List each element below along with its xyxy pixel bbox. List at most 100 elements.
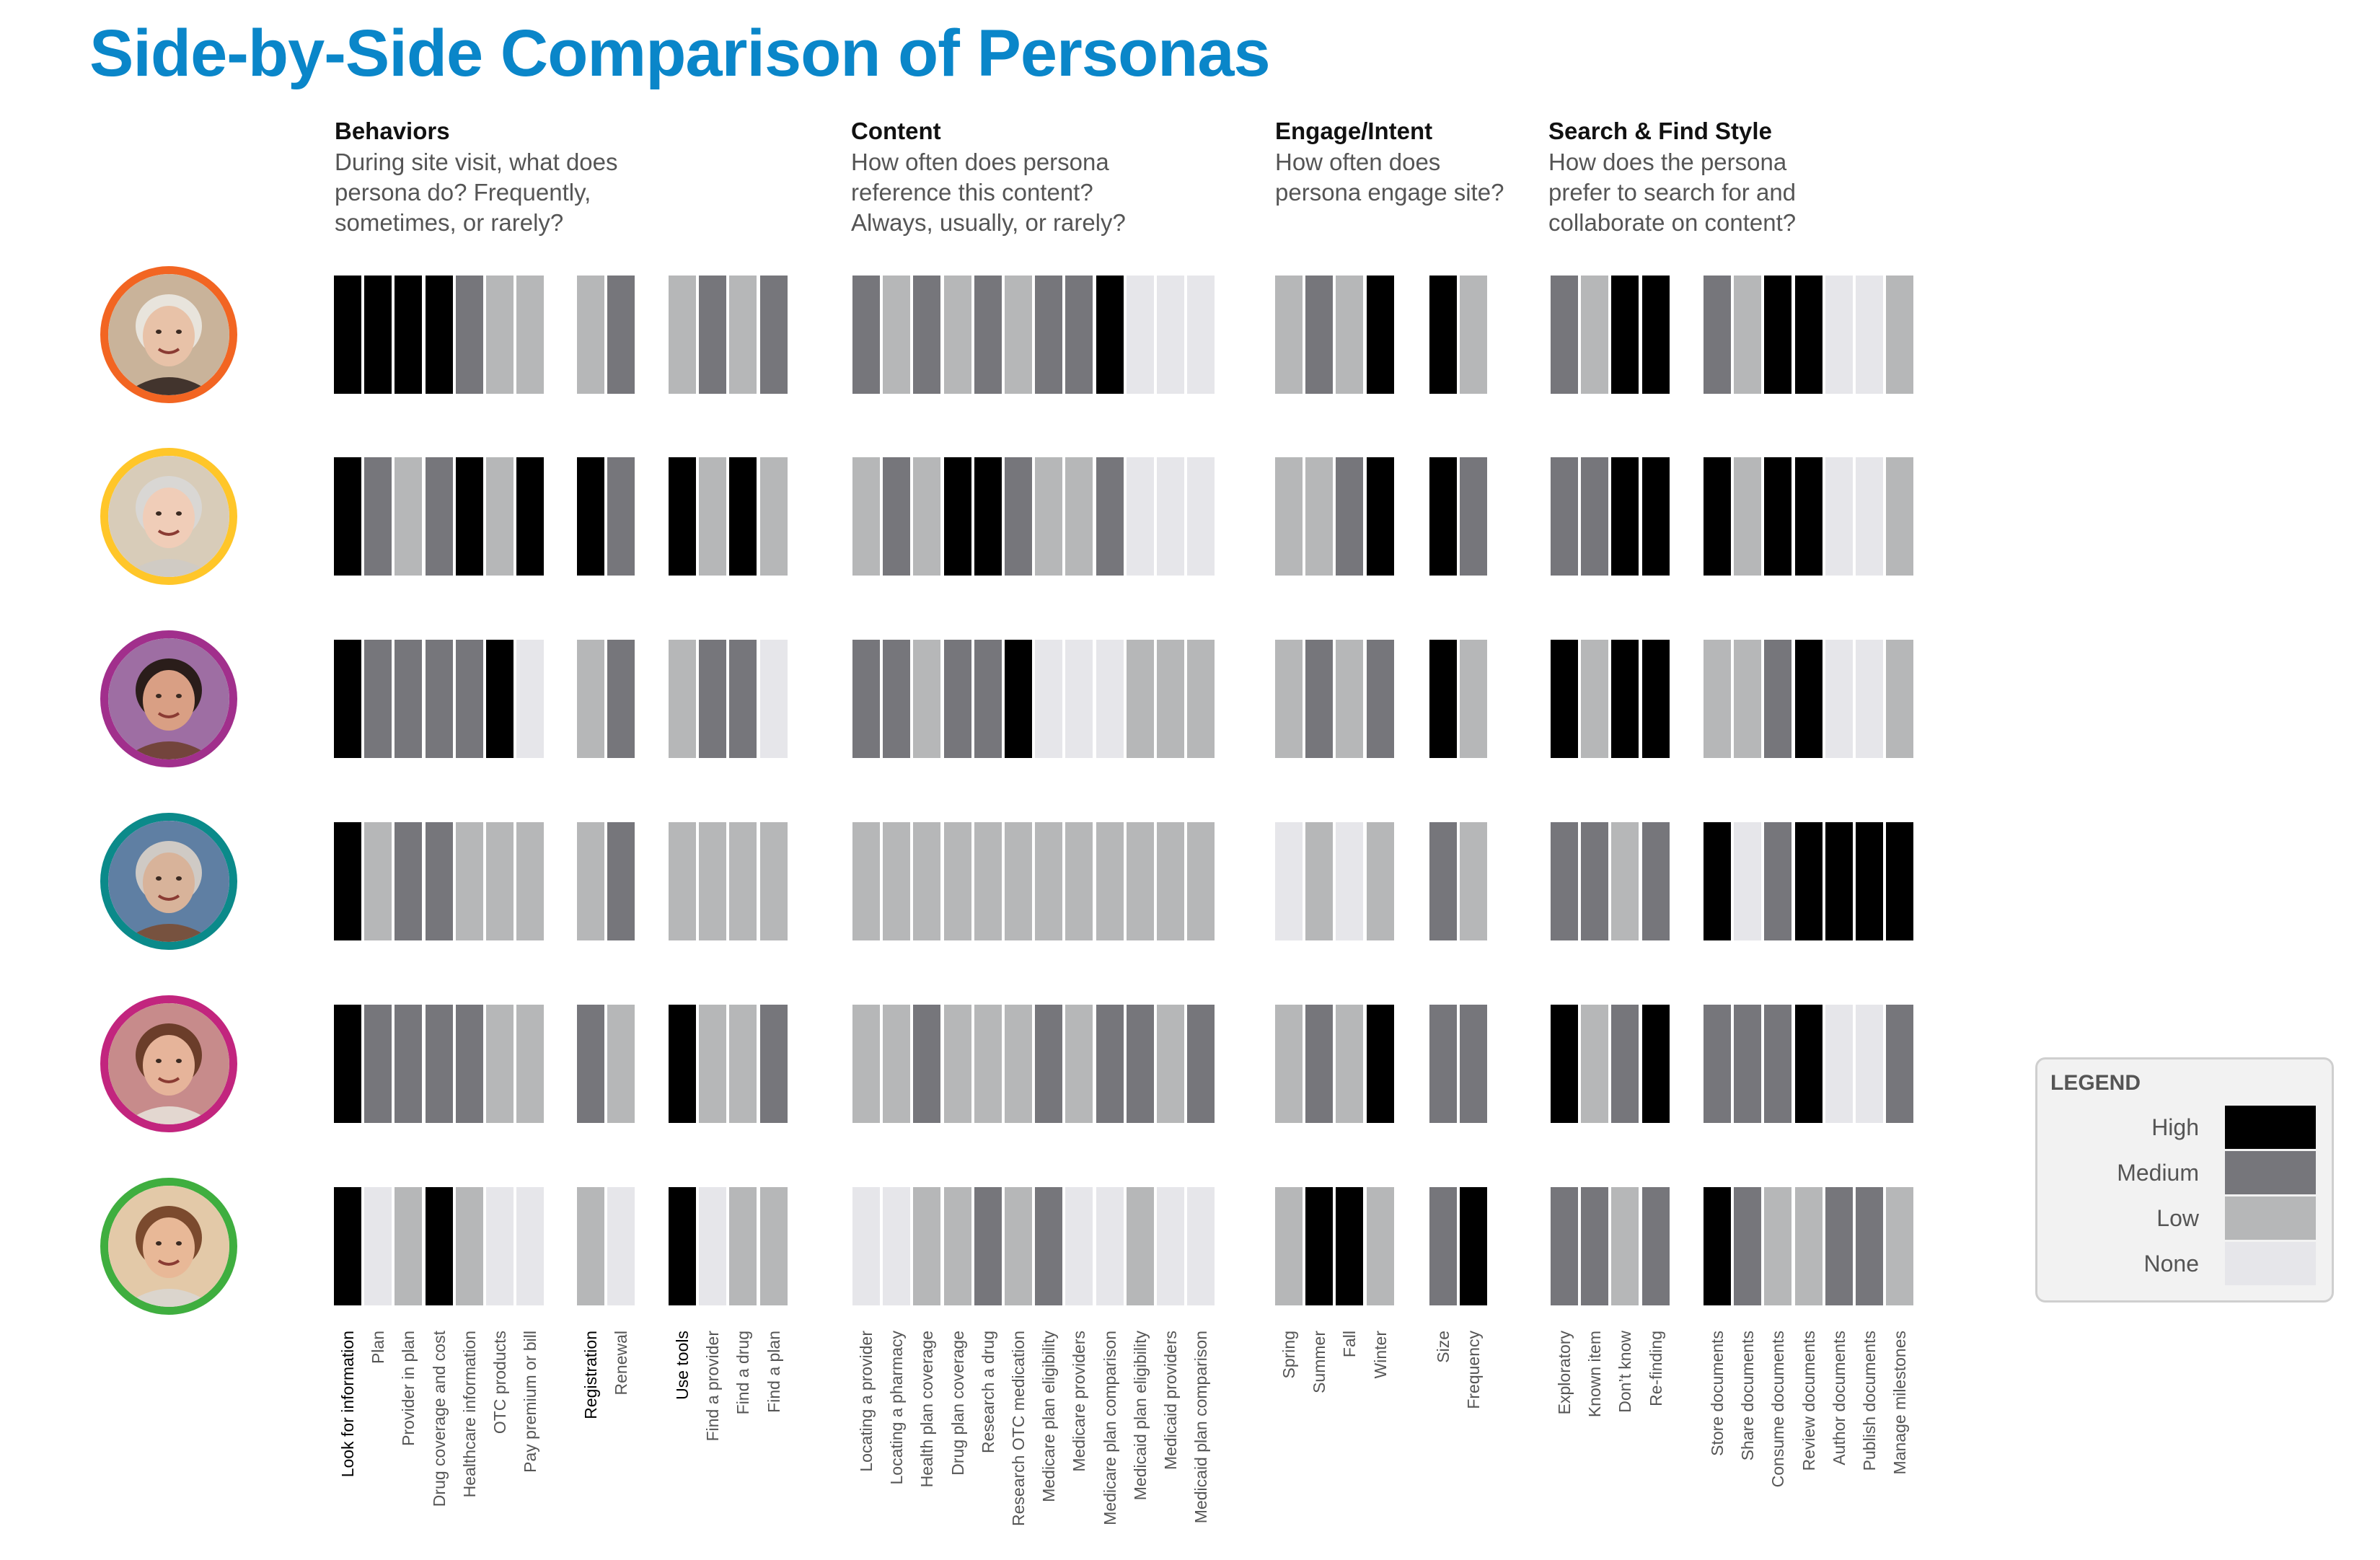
section-behaviors-header: Behaviors During site visit, what does p… [335,115,618,238]
rating-cell-medium [943,640,971,758]
rating-cell-low [1035,822,1063,940]
column-label-summer: Summer [1310,1331,1329,1393]
rating-cell-low [1126,822,1154,940]
rating-cell-low [577,1187,604,1305]
rating-cell-high [1366,276,1394,394]
rating-cell-medium [852,640,880,758]
rating-cell-high [425,1187,453,1305]
column-label-drug-plan-coverage: Drug plan coverage [948,1331,967,1476]
rating-cell-low [455,822,483,940]
rating-cell-low [395,1187,423,1305]
rating-cell-medium [974,276,1002,394]
rating-cell-medium [1581,822,1609,940]
rating-cell-medium [577,1005,604,1123]
rating-cell-high [1794,822,1823,940]
persona-avatar-6 [100,1178,237,1315]
rating-cell-low [1794,1187,1823,1305]
legend-item-none: None [2037,1242,2336,1285]
rating-cell-low [1886,457,1914,576]
rating-cell-high [1611,640,1639,758]
rating-cell-medium [1764,640,1792,758]
rating-cell-none [1825,276,1853,394]
rating-cell-low [1734,276,1762,394]
rating-cell-low [1065,457,1093,576]
rating-cell-low [486,1005,514,1123]
rating-cell-high [1641,457,1670,576]
section-question-line: collaborate on content? [1548,209,1797,236]
column-label-medicare-plan-comparison: Medicare plan comparison [1100,1331,1119,1525]
rating-cell-medium [607,457,635,576]
rating-cell-low [577,276,604,394]
legend-label: None [2143,1251,2200,1277]
rating-cell-high [1641,1005,1670,1123]
rating-cell-high [669,1005,696,1123]
rating-cell-low [516,1005,545,1123]
column-label-registration: Registration [581,1331,600,1419]
rating-cell-low [364,822,392,940]
section-title: Engage/Intent [1275,118,1433,144]
rating-cell-none [364,1187,392,1305]
rating-cell-low [943,822,971,940]
rating-cell-low [516,822,545,940]
rating-cell-medium [1856,1187,1883,1305]
rating-cell-medium [1886,1005,1914,1123]
rating-cell-high [516,457,545,576]
rating-cell-medium [1305,640,1334,758]
rating-cell-high [1611,276,1639,394]
legend: LEGEND High Medium Low None [2035,1057,2334,1303]
rating-cell-medium [1187,1005,1215,1123]
rating-cell-high [1305,1187,1334,1305]
rating-cell-medium [759,276,788,394]
rating-cell-medium [1581,1187,1609,1305]
rating-cell-none [759,640,788,758]
rating-cell-high [1856,822,1883,940]
rating-cell-low [699,1005,727,1123]
rating-cell-low [1305,822,1334,940]
rating-cell-medium [759,1005,788,1123]
rating-cell-none [1126,457,1154,576]
rating-cell-none [1096,640,1124,758]
rating-cell-low [1460,822,1488,940]
rating-cell-low [1366,822,1394,940]
rating-cell-low [1734,457,1762,576]
rating-cell-high [334,1187,361,1305]
rating-cell-medium [1035,1187,1063,1305]
rating-cell-high [425,276,453,394]
section-title: Search & Find Style [1548,118,1772,144]
rating-cell-low [759,822,788,940]
rating-cell-low [1275,1005,1303,1123]
rating-cell-high [1641,276,1670,394]
rating-cell-low [852,1005,880,1123]
rating-cell-none [852,1187,880,1305]
rating-cell-low [729,1005,757,1123]
rating-cell-low [729,276,757,394]
rating-cell-none [883,1187,911,1305]
rating-cell-medium [1551,276,1578,394]
rating-cell-low [1581,640,1609,758]
rating-cell-low [1734,640,1762,758]
rating-cell-medium [1764,1005,1792,1123]
rating-cell-high [334,457,361,576]
senior-woman-portrait-icon [108,274,229,395]
legend-item-high: High [2037,1106,2336,1149]
rating-cell-low [729,822,757,940]
rating-cell-low [1460,276,1488,394]
rating-cell-high [364,276,392,394]
section-question-line: persona do? Frequently, [335,179,591,206]
rating-cell-high [455,457,483,576]
rating-cell-medium [395,822,423,940]
column-label-medicaid-plan-eligibility: Medicaid plan eligibility [1130,1331,1150,1501]
rating-cell-low [852,457,880,576]
rating-cell-medium [1035,276,1063,394]
rating-cell-medium [1825,1187,1853,1305]
rating-cell-low [913,640,941,758]
rating-cell-high [1886,822,1914,940]
rating-cell-low [1187,822,1215,940]
rating-cell-low [455,1187,483,1305]
column-label-pay-premium-or-bill: Pay premium or bill [521,1331,540,1473]
persona-avatar-4 [100,813,237,950]
rating-cell-low [1275,640,1303,758]
rating-cell-high [974,457,1002,576]
rating-cell-medium [1065,276,1093,394]
